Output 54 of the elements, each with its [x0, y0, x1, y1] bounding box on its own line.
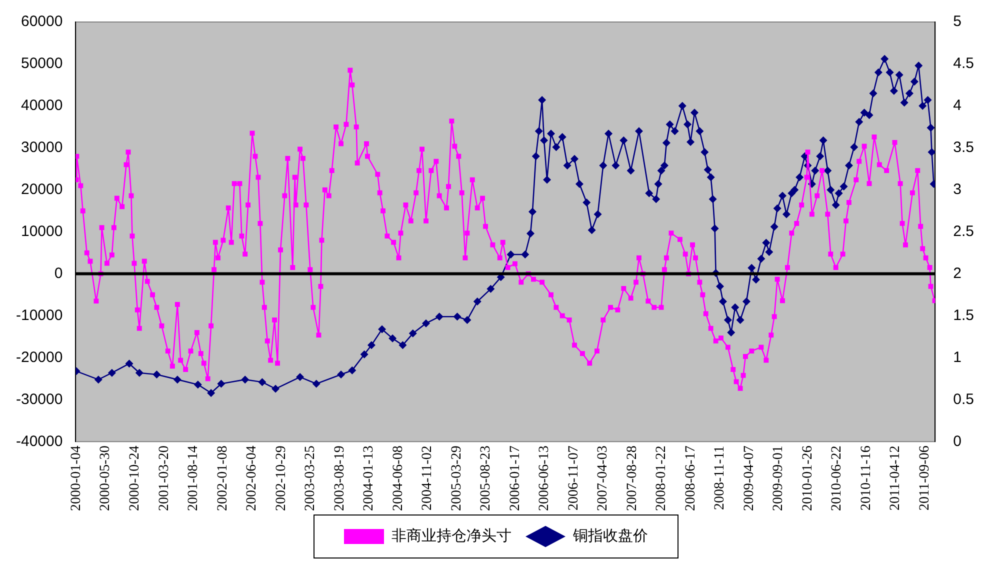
x-tick-label: 2004-01-13	[362, 446, 377, 512]
x-tick-label: 2008-01-22	[654, 446, 670, 512]
y2-tick-label: 4.5	[953, 55, 974, 72]
x-tick-label: 2007-08-28	[624, 446, 640, 512]
x-tick-label: 2004-06-08	[390, 446, 406, 512]
x-tick-label: 2000-10-24	[127, 446, 142, 512]
y2-tick-label: 3.5	[953, 139, 974, 156]
y2-tick-label: 0.5	[953, 390, 974, 408]
x-tick-label: 2007-04-03	[596, 446, 611, 512]
x-tick-label: 2010-01-26	[800, 446, 816, 512]
legend-label: 铜指收盘价	[572, 527, 648, 544]
x-tick-label: 2003-03-25	[303, 446, 318, 512]
x-tick-label: 2010-11-16	[858, 446, 874, 510]
y-tick-label: 60000	[20, 13, 63, 30]
x-tick-label: 2005-03-29	[449, 446, 464, 512]
x-tick-label: 2002-10-29	[274, 446, 289, 512]
y-tick-label: 10000	[20, 222, 63, 240]
x-tick-label: 2001-08-14	[186, 446, 202, 512]
x-tick-label: 2011-04-12	[888, 446, 904, 510]
x-tick-label: 2006-01-17	[508, 446, 523, 512]
x-tick-label: 2003-08-19	[332, 446, 348, 512]
y-tick-label: 0	[54, 264, 63, 282]
y-tick-label: -20000	[16, 348, 63, 366]
x-tick-label: 2009-04-07	[742, 446, 757, 512]
x-tick-label: 2006-06-13	[537, 446, 552, 512]
y-tick-label: 30000	[20, 139, 63, 156]
y-tick-label: -40000	[16, 432, 63, 450]
x-tick-label: 2004-11-02	[420, 446, 436, 510]
x-tick-label: 2010-06-22	[830, 446, 845, 512]
x-tick-label: 2006-11-07	[566, 446, 582, 510]
y2-tick-label: 3	[953, 181, 962, 198]
y2-tick-label: 1	[953, 348, 962, 366]
y-tick-label: 50000	[20, 55, 63, 72]
x-tick-label: 2002-01-08	[215, 446, 230, 512]
x-tick-label: 2001-03-20	[156, 446, 172, 512]
y2-tick-label: 2.5	[953, 222, 974, 240]
y-tick-label: 40000	[20, 97, 63, 114]
x-tick-label: 2011-09-06	[917, 446, 932, 510]
x-tick-label: 2002-06-04	[244, 446, 260, 512]
x-tick-label: 2000-01-04	[68, 446, 84, 512]
y2-tick-label: 1.5	[953, 306, 974, 324]
y-tick-label: 20000	[20, 181, 63, 198]
x-tick-label: 2009-09-01	[771, 446, 786, 512]
legend-label: 非商业持仓净头寸	[392, 527, 512, 544]
y2-tick-label: 2	[953, 264, 962, 282]
y2-tick-label: 0	[953, 432, 962, 450]
y-tick-label: -30000	[16, 390, 63, 408]
x-tick-label: 2008-11-11	[712, 446, 728, 510]
y2-tick-label: 5	[953, 13, 962, 30]
x-tick-label: 2005-08-23	[478, 446, 494, 512]
x-tick-label: 2000-05-30	[98, 446, 114, 512]
y-tick-label: -10000	[16, 306, 63, 324]
x-tick-label: 2008-06-17	[683, 446, 698, 512]
y2-tick-label: 4	[953, 97, 962, 114]
